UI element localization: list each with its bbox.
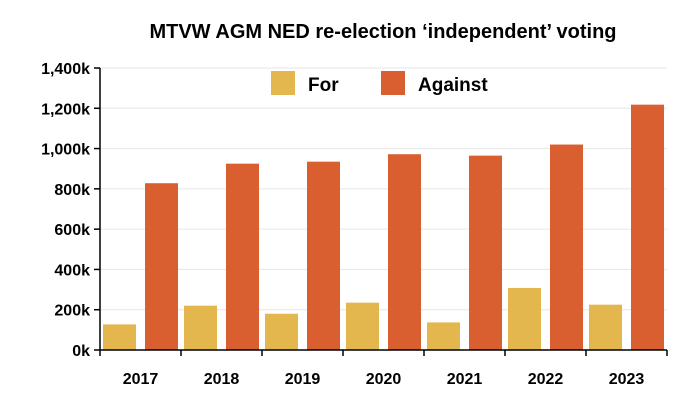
chart-title: MTVW AGM NED re-election ‘independent’ v… bbox=[149, 21, 616, 43]
bar-for-2023 bbox=[589, 304, 622, 350]
legend-label-for: For bbox=[308, 75, 339, 96]
y-tick-label: 1,000k bbox=[41, 142, 90, 159]
y-tick-label: 800k bbox=[54, 182, 90, 199]
legend-swatch-for bbox=[271, 71, 295, 95]
bar-for-2017 bbox=[103, 324, 136, 350]
x-tick-label: 2022 bbox=[528, 371, 564, 388]
bar-for-2020 bbox=[346, 302, 379, 350]
y-tick-label: 400k bbox=[54, 262, 90, 279]
x-tick-label: 2019 bbox=[285, 371, 321, 388]
legend-label-against: Against bbox=[418, 75, 488, 96]
bar-against-2020 bbox=[388, 154, 421, 350]
x-tick-label: 2021 bbox=[447, 371, 483, 388]
x-tick-label: 2023 bbox=[609, 371, 645, 388]
y-tick-label: 200k bbox=[54, 303, 90, 320]
bar-against-2022 bbox=[550, 144, 583, 350]
y-tick-label: 0k bbox=[72, 343, 90, 360]
bar-against-2021 bbox=[469, 155, 502, 350]
x-tick-label: 2018 bbox=[204, 371, 240, 388]
y-tick-label: 600k bbox=[54, 222, 90, 239]
bar-for-2019 bbox=[265, 313, 298, 350]
y-tick-labels: 0k 200k 400k 600k 800k 1,000k 1,200k 1,400k bbox=[41, 61, 90, 360]
bar-against-2023 bbox=[631, 104, 664, 350]
bars bbox=[103, 104, 664, 350]
x-tick-labels: 2017 2018 2019 2020 2021 2022 2023 bbox=[123, 371, 645, 388]
bar-against-2017 bbox=[145, 183, 178, 350]
bar-for-2021 bbox=[427, 322, 460, 350]
bar-for-2022 bbox=[508, 287, 541, 350]
x-tick-label: 2017 bbox=[123, 371, 159, 388]
legend: For Against bbox=[271, 71, 488, 96]
bar-against-2018 bbox=[226, 163, 259, 350]
axes bbox=[94, 67, 668, 356]
bar-for-2018 bbox=[184, 305, 217, 350]
y-tick-label: 1,200k bbox=[41, 101, 90, 118]
x-tick-label: 2020 bbox=[366, 371, 402, 388]
legend-swatch-against bbox=[381, 71, 405, 95]
gridlines bbox=[100, 67, 667, 311]
y-tick-label: 1,400k bbox=[41, 61, 90, 78]
bar-against-2019 bbox=[307, 161, 340, 350]
